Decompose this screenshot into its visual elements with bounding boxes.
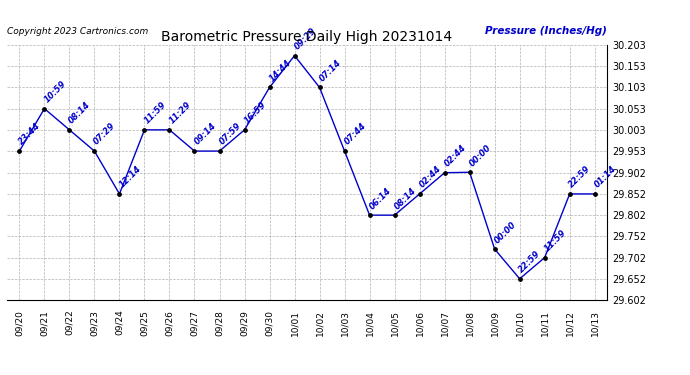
Point: [364, 212, 375, 218]
Point: [464, 169, 475, 175]
Point: [189, 148, 200, 154]
Point: [264, 84, 275, 90]
Text: 08:14: 08:14: [393, 186, 417, 211]
Point: [339, 148, 350, 154]
Point: [514, 276, 525, 282]
Text: 08:14: 08:14: [67, 100, 92, 126]
Text: 02:44: 02:44: [442, 143, 468, 168]
Point: [164, 127, 175, 133]
Text: 06:14: 06:14: [367, 186, 393, 211]
Point: [564, 191, 575, 197]
Point: [89, 148, 100, 154]
Point: [439, 170, 450, 176]
Text: 11:59: 11:59: [542, 228, 568, 254]
Text: 10:59: 10:59: [42, 79, 68, 105]
Point: [314, 84, 325, 90]
Text: 07:44: 07:44: [342, 122, 368, 147]
Point: [414, 191, 425, 197]
Point: [64, 127, 75, 133]
Title: Barometric Pressure Daily High 20231014: Barometric Pressure Daily High 20231014: [161, 30, 453, 44]
Text: 22:59: 22:59: [567, 164, 593, 190]
Point: [539, 255, 550, 261]
Text: 07:29: 07:29: [92, 122, 117, 147]
Point: [14, 148, 25, 154]
Point: [139, 127, 150, 133]
Text: 22:59: 22:59: [518, 249, 543, 274]
Text: 11:59: 11:59: [142, 100, 168, 126]
Point: [214, 148, 225, 154]
Point: [114, 191, 125, 197]
Text: 00:00: 00:00: [467, 143, 493, 168]
Point: [389, 212, 400, 218]
Text: 23:44: 23:44: [17, 122, 43, 147]
Text: 16:59: 16:59: [242, 100, 268, 126]
Text: 07:59: 07:59: [217, 122, 243, 147]
Point: [489, 246, 500, 252]
Text: 01:14: 01:14: [593, 164, 618, 190]
Text: 09:29: 09:29: [293, 26, 317, 51]
Text: 07:14: 07:14: [317, 58, 343, 83]
Text: 11:29: 11:29: [167, 100, 193, 126]
Text: 12:14: 12:14: [117, 164, 143, 190]
Point: [289, 53, 300, 58]
Point: [39, 106, 50, 112]
Point: [239, 127, 250, 133]
Text: 02:44: 02:44: [417, 164, 443, 190]
Point: [589, 191, 600, 197]
Text: Pressure (Inches/Hg): Pressure (Inches/Hg): [485, 26, 607, 36]
Text: Copyright 2023 Cartronics.com: Copyright 2023 Cartronics.com: [7, 27, 148, 36]
Text: 09:14: 09:14: [193, 122, 217, 147]
Text: 14:44: 14:44: [267, 58, 293, 83]
Text: 00:00: 00:00: [493, 219, 518, 245]
